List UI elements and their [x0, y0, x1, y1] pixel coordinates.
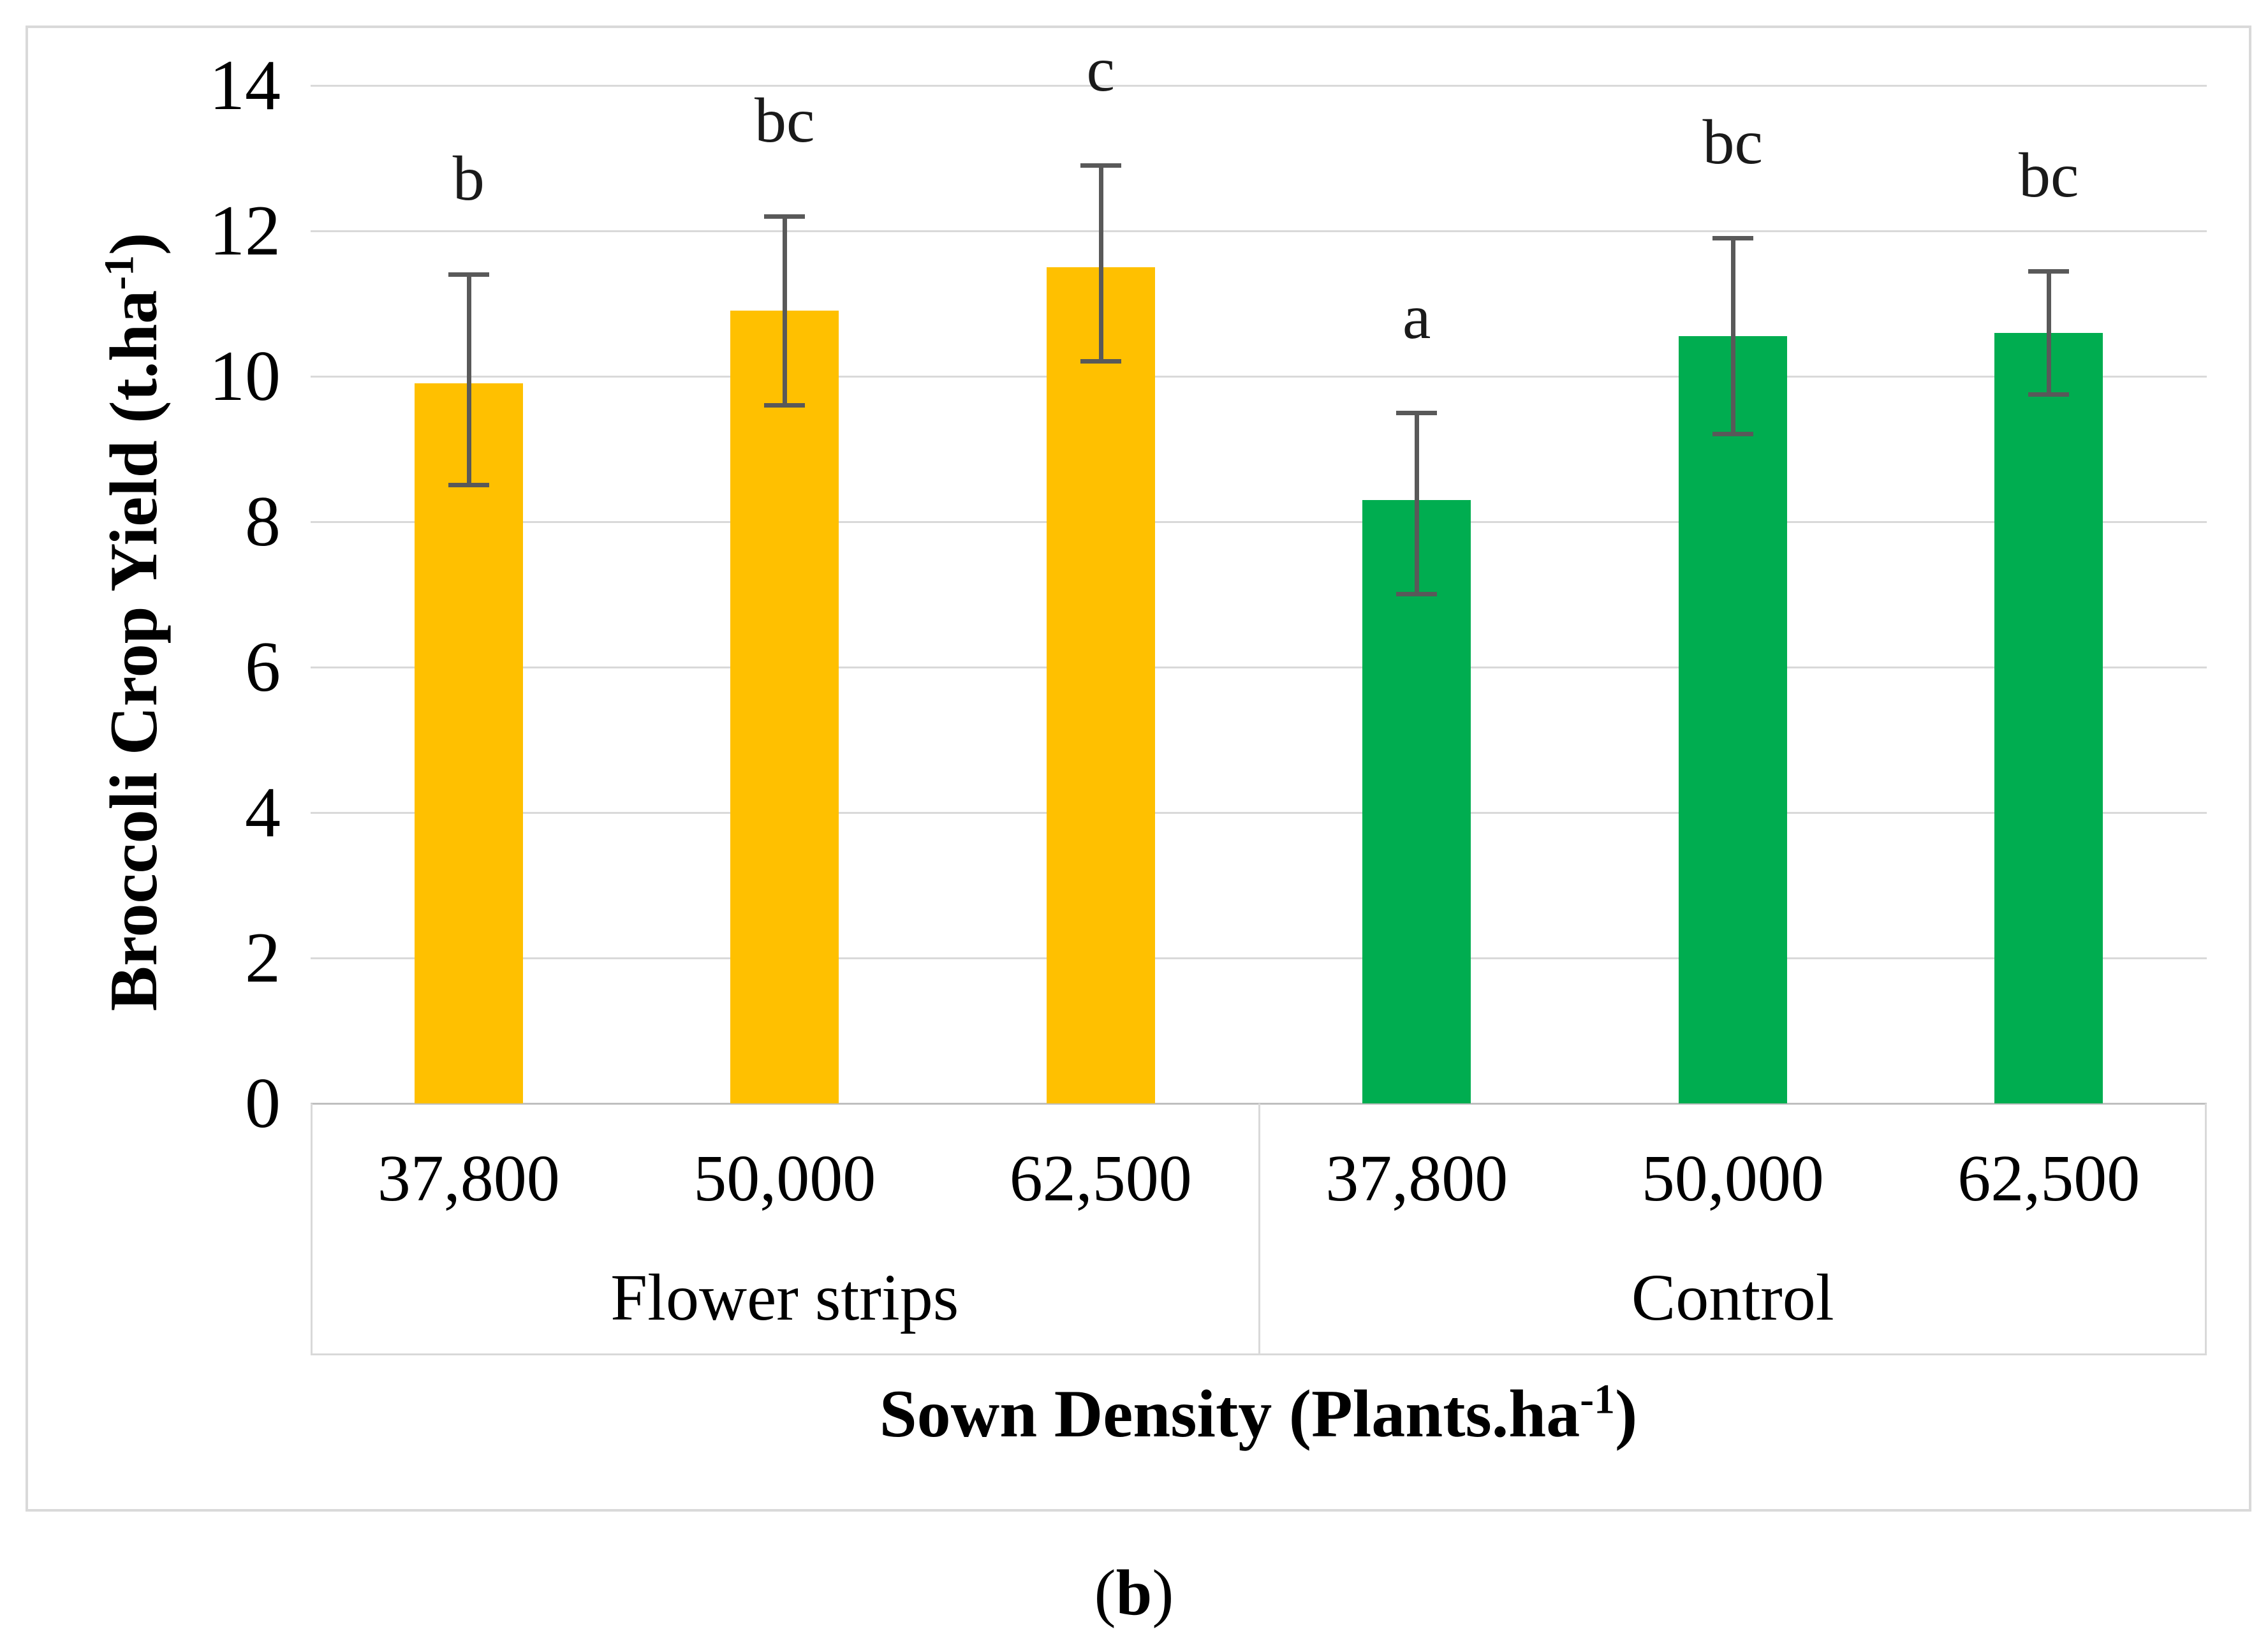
label-box-left-edge [311, 1103, 313, 1355]
y-tick-label-14: 14 [209, 46, 281, 125]
figure-caption: (b) [815, 1549, 1453, 1638]
x-category-label-3: 37,800 [1325, 1142, 1508, 1215]
error-bar-cap-bot-3 [1396, 592, 1438, 596]
bar-flower-strips-62,500 [1046, 267, 1155, 1103]
gridline-4 [311, 812, 2207, 814]
bar-control-37,800 [1362, 499, 1471, 1103]
y-tick-label-8: 8 [245, 482, 281, 561]
error-bar-line-2 [1098, 165, 1103, 362]
significance-letter-3: a [1403, 281, 1431, 352]
significance-letter-4: bc [1702, 107, 1763, 178]
y-tick-label-12: 12 [209, 191, 281, 270]
x-group-label-flower-strips: Flower strips [610, 1261, 959, 1334]
x-category-label-0: 37,800 [377, 1142, 560, 1215]
y-tick-label-10: 10 [209, 337, 281, 416]
x-axis-title-superscript: -1 [1580, 1376, 1615, 1423]
y-tick-label-0: 0 [245, 1064, 281, 1143]
gridline-2 [311, 957, 2207, 959]
error-bar-line-1 [783, 216, 788, 406]
bar-control-50,000 [1678, 336, 1787, 1103]
x-category-label-2: 62,500 [1009, 1142, 1192, 1215]
gridline-6 [311, 667, 2207, 668]
error-bar-cap-bot-0 [448, 483, 489, 487]
error-bar-cap-top-2 [1080, 163, 1121, 168]
gridline-14 [311, 85, 2207, 87]
error-bar-cap-bot-4 [1712, 432, 1753, 437]
bar-flower-strips-50,000 [730, 311, 839, 1103]
x-category-label-5: 62,500 [1957, 1142, 2140, 1215]
x-axis-title-close: ) [1614, 1376, 1638, 1451]
error-bar-cap-top-4 [1712, 236, 1753, 241]
error-bar-line-5 [2047, 270, 2052, 395]
error-bar-cap-top-0 [448, 272, 489, 277]
gridline-10 [311, 376, 2207, 378]
significance-letter-0: b [452, 143, 485, 214]
significance-letter-1: bc [755, 85, 815, 156]
group-divider-line [1258, 1103, 1260, 1355]
error-bar-line-0 [466, 274, 471, 485]
error-bar-cap-top-3 [1396, 411, 1438, 415]
error-bar-cap-top-1 [764, 214, 806, 219]
y-tick-label-2: 2 [245, 918, 281, 998]
x-category-label-4: 50,000 [1641, 1142, 1824, 1215]
error-bar-cap-bot-2 [1080, 359, 1121, 364]
error-bar-cap-bot-1 [764, 402, 806, 408]
caption-open-paren: ( [1094, 1557, 1116, 1629]
significance-letter-5: bc [2019, 139, 2079, 210]
error-bar-line-4 [1730, 238, 1735, 435]
label-box-right-edge [2205, 1103, 2207, 1355]
error-bar-line-3 [1415, 413, 1420, 594]
significance-letter-2: c [1086, 34, 1115, 105]
error-bar-cap-top-5 [2028, 269, 2070, 274]
chart-outer-border [26, 26, 2251, 1512]
gridline-8 [311, 521, 2207, 523]
bar-control-62,500 [1994, 332, 2103, 1103]
gridline-12 [311, 230, 2207, 232]
caption-letter: b [1116, 1557, 1152, 1629]
y-tick-label-6: 6 [245, 628, 281, 707]
x-category-label-1: 50,000 [693, 1142, 876, 1215]
bar-flower-strips-37,800 [414, 383, 523, 1103]
x-group-label-control: Control [1631, 1261, 1834, 1334]
x-axis-title-text: Sown Density (Plants.ha [879, 1376, 1580, 1451]
y-tick-label-4: 4 [245, 773, 281, 852]
caption-close-paren: ) [1152, 1557, 1174, 1629]
x-axis-title: Sown Density (Plants.ha-1) [621, 1373, 1896, 1455]
error-bar-cap-bot-5 [2028, 392, 2070, 397]
